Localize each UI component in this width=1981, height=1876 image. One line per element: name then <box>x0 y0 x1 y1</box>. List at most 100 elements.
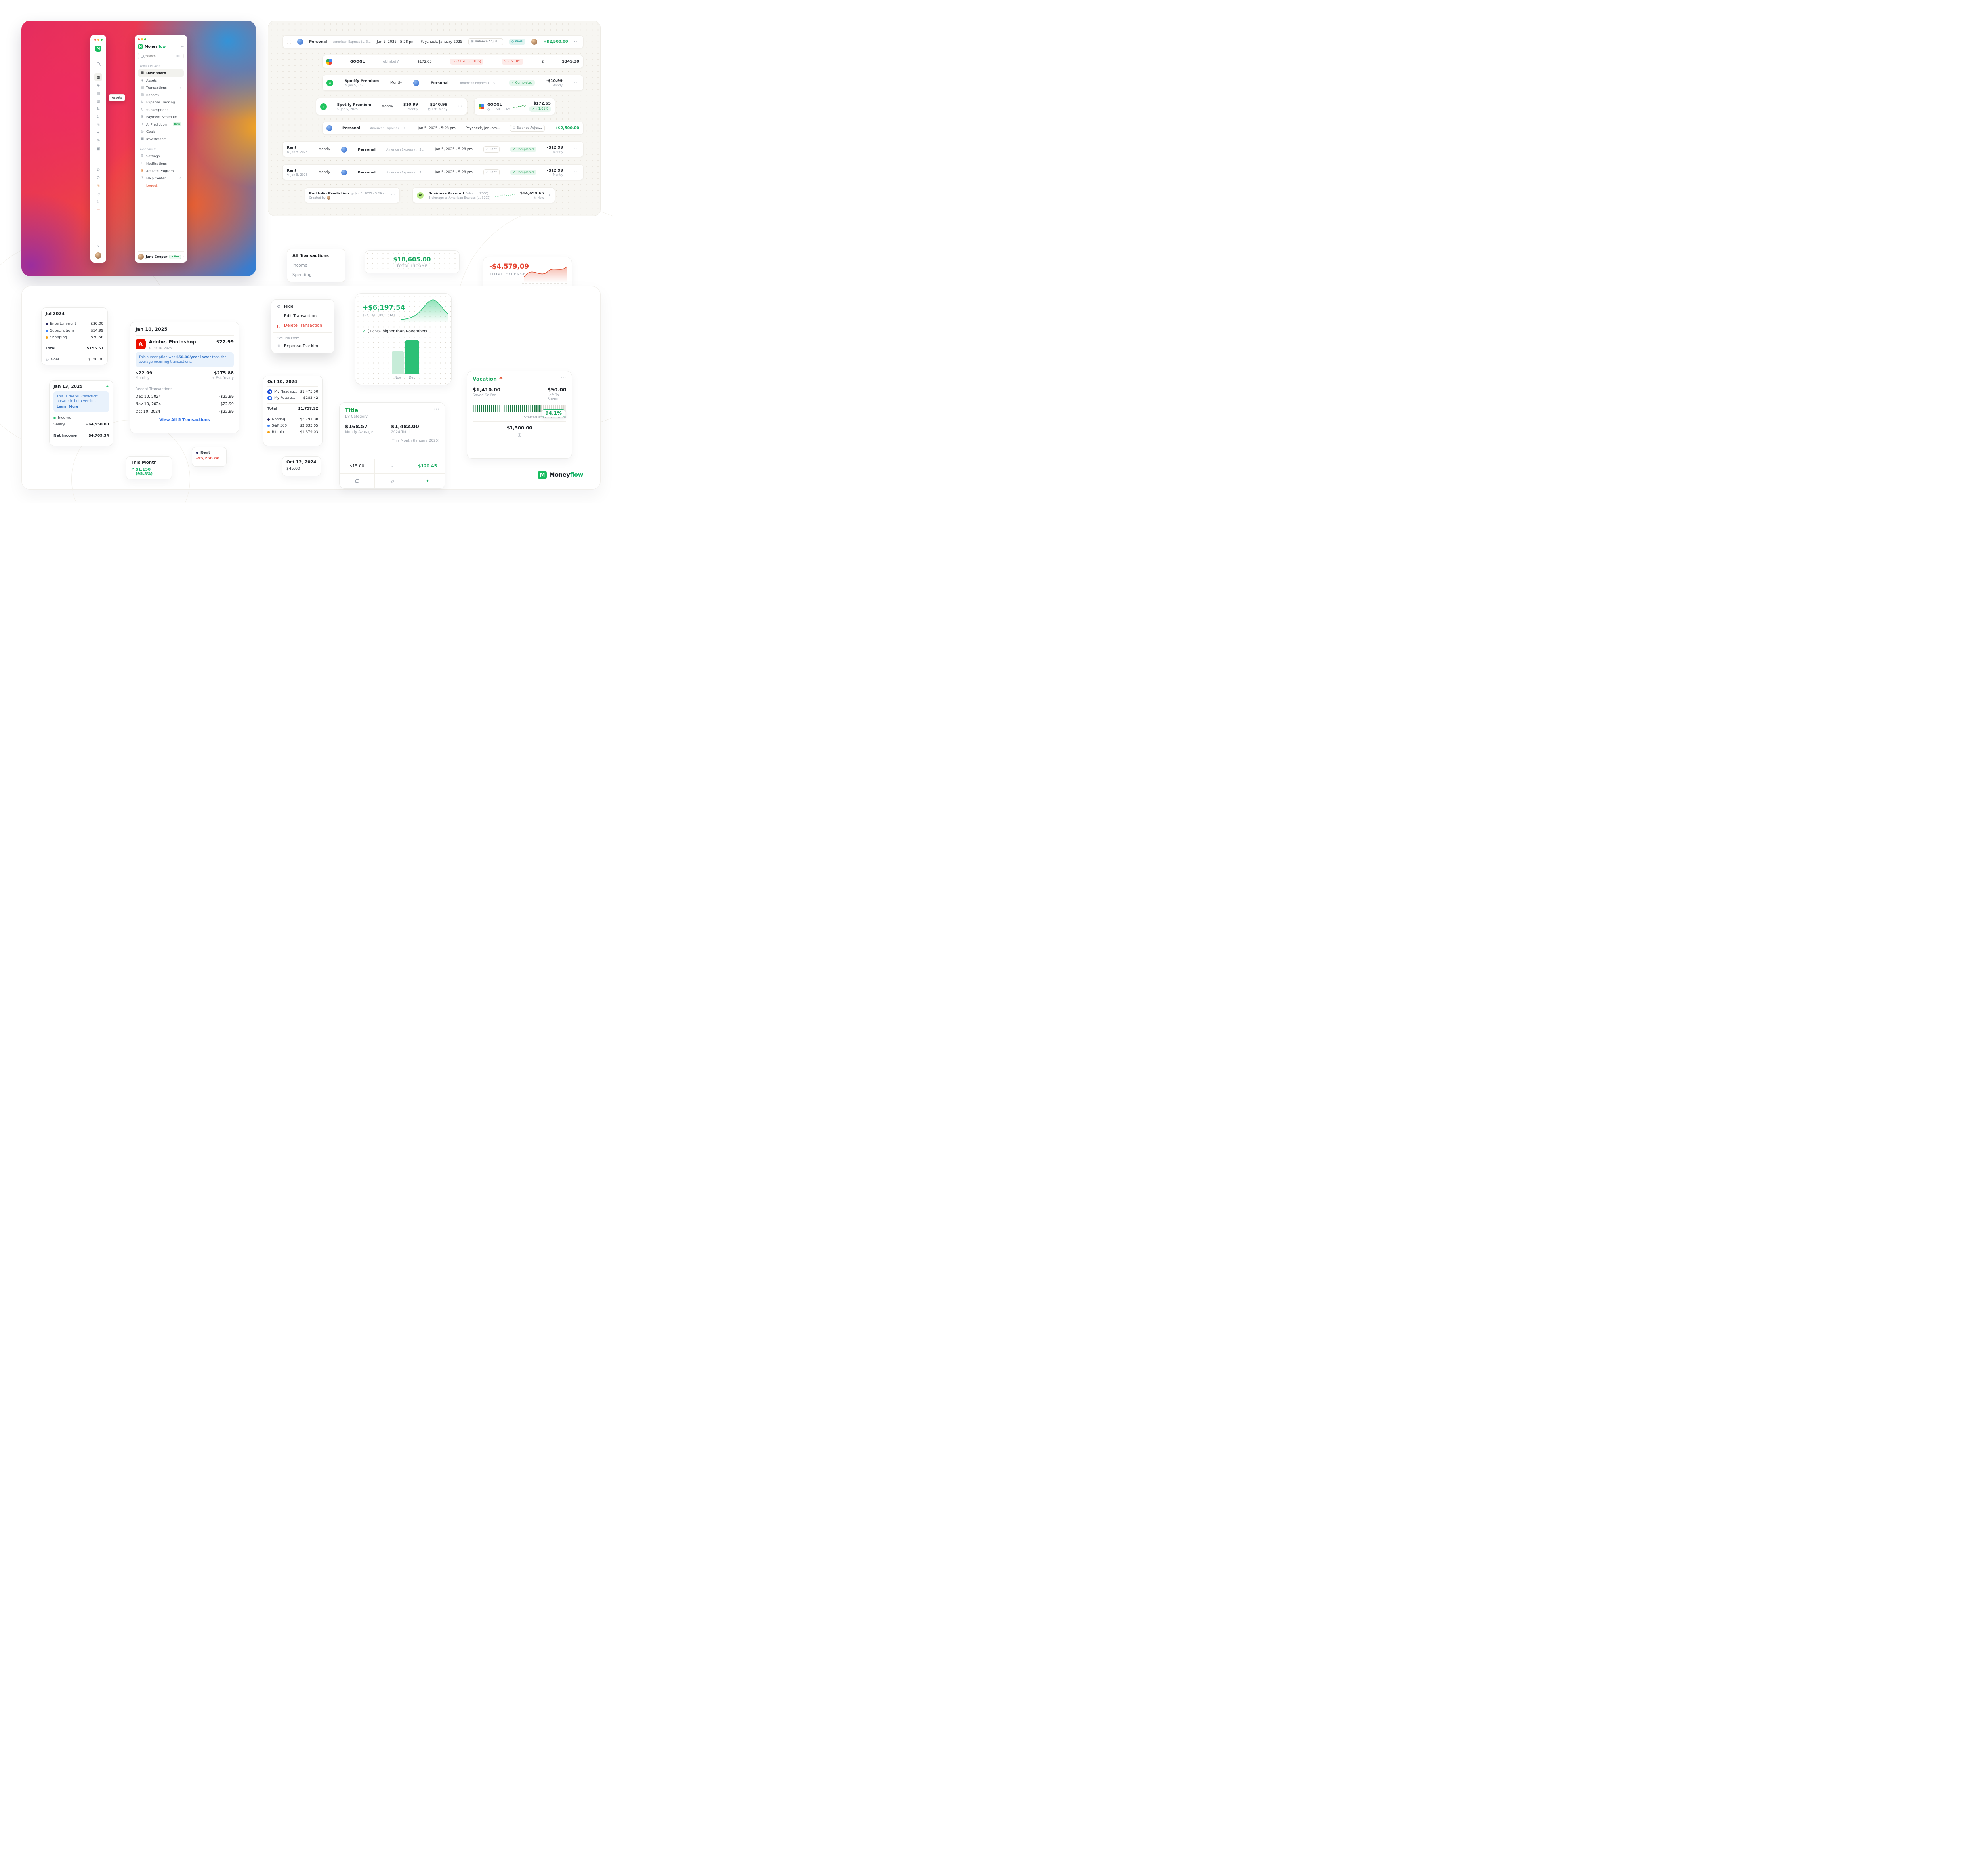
sidebar-item-label: Help Center <box>146 176 166 180</box>
transaction-row[interactable]: Personal American Express (... 3... Jan … <box>322 122 584 135</box>
rent-row[interactable]: Rent ↻ Jan 5, 2025 Montly Personal Americ… <box>282 141 584 157</box>
learn-more-link[interactable]: Learn More <box>57 405 78 409</box>
window-controls[interactable] <box>138 38 184 40</box>
sidebar-item-settings[interactable]: ⚙ Settings <box>138 153 184 160</box>
sidebar-item-investments[interactable]: ▣ Investments <box>138 135 184 143</box>
more-button[interactable]: ··· <box>574 81 579 85</box>
summary-grid: $15.00 - $120.45 ◎ ✦ <box>340 459 445 488</box>
view-all-link[interactable]: View All 5 Transactions <box>159 418 210 423</box>
goals-icon[interactable]: ◎ <box>96 138 100 143</box>
sidebar-item-notifications[interactable]: Ω Notifications <box>138 160 184 168</box>
row-checkbox[interactable] <box>287 40 291 44</box>
calendar-icon: ⊞ <box>445 196 448 200</box>
close-button[interactable] <box>94 39 96 41</box>
more-button[interactable]: ··· <box>574 147 579 151</box>
clock-icon[interactable]: ◷ <box>96 191 100 196</box>
sidebar-item-help-center[interactable]: ? Help Center ↗ <box>138 175 184 182</box>
sidebar-item-payment-schedule[interactable]: ⊞ Payment Schedule <box>138 113 184 121</box>
sidebar-item-assets[interactable]: ◈ Assets <box>138 77 184 84</box>
when-label: Now <box>537 196 544 200</box>
tx-date: Oct 10, 2024 <box>136 410 160 414</box>
stock-mini-card[interactable]: GOOGL ◷ 11:50:13 AM $172.65 ↗ +1.01% <box>474 98 555 115</box>
goal-button[interactable]: ◎ <box>375 474 410 488</box>
sidebar-item-expense-tracking[interactable]: ⇅ Expense Tracking <box>138 99 184 106</box>
menu-item-expense-tracking[interactable]: ⇅ Expense Tracking <box>273 341 332 351</box>
ai-prediction-icon[interactable]: ✦ <box>97 130 100 135</box>
calendar-icon: ⊞ <box>513 126 515 130</box>
close-button[interactable] <box>138 38 140 40</box>
minimize-button[interactable] <box>97 39 99 41</box>
moon-icon[interactable]: ☾ <box>96 199 100 204</box>
payment-schedule-icon[interactable]: ⊞ <box>97 122 100 127</box>
more-button[interactable]: ··· <box>391 193 396 197</box>
menu-item-delete[interactable]: Delete Transaction <box>273 321 332 330</box>
work-tag[interactable]: ◇ Work <box>509 39 526 45</box>
zoom-button[interactable] <box>144 38 146 40</box>
transaction-row[interactable]: Personal American Express (... 3... Jan … <box>282 35 584 48</box>
balance-adjust-badge[interactable]: ⊞ Balance Adjus... <box>468 38 503 45</box>
search-input[interactable] <box>145 54 168 58</box>
rent-dot <box>196 451 198 454</box>
collapse-sidebar-icon[interactable]: ⇤ <box>181 45 184 48</box>
avatar[interactable] <box>95 252 101 259</box>
chevron-right-icon[interactable]: › <box>549 193 551 197</box>
gift-icon[interactable]: ⊞ <box>97 183 100 188</box>
dashboard-icon[interactable]: ▦ <box>94 73 102 81</box>
tooltip: Assets <box>109 94 126 101</box>
label-nov: Nov <box>394 376 401 380</box>
more-button[interactable]: ··· <box>574 170 579 174</box>
progress-filled <box>473 405 541 412</box>
sidebar-item-logout[interactable]: → Logout <box>138 182 184 189</box>
stock-row[interactable]: GOOGL Alphabet A $172.65 ↘ -$1.78 (-1.01%… <box>322 55 584 68</box>
menu-item-hide[interactable]: ⊘ Hide <box>273 302 332 311</box>
category-badge[interactable]: ⌂ Rent <box>483 169 500 176</box>
subscription-row[interactable]: ≋ Spotify Premium ↻ Jan 5, 2025 Montly Pe… <box>322 75 584 91</box>
filter-all-transactions[interactable]: All Transactions <box>292 254 329 258</box>
more-button[interactable]: ··· <box>561 376 566 380</box>
sidebar-item-goals[interactable]: ◎ Goals <box>138 128 184 135</box>
business-account-card[interactable]: w Business Account Wise (... 2500) Broke… <box>412 187 555 203</box>
chart-icon[interactable]: ∿ <box>96 244 100 248</box>
quote-time: ◷ 11:50:13 AM <box>487 107 510 111</box>
menu-item-edit[interactable]: Edit Transaction <box>273 311 332 321</box>
user-menu[interactable]: Jane Cooper ✦ Pro › <box>138 251 184 260</box>
sidebar-item-subscriptions[interactable]: ↻ Subscriptions <box>138 106 184 114</box>
subscription-date: ↻ Jan 5, 2025 <box>337 107 372 111</box>
minimize-button[interactable] <box>141 38 143 40</box>
ai-button[interactable]: ✦ <box>410 474 445 488</box>
portfolio-prediction-card[interactable]: Portfolio Prediction ◷ Jan 5, 2025 - 5:29… <box>305 187 400 203</box>
gear-icon[interactable]: ⚙ <box>96 168 100 172</box>
more-button[interactable]: ··· <box>574 40 579 44</box>
category-badge[interactable]: ⌂ Rent <box>483 146 500 153</box>
copy-button[interactable] <box>340 474 375 488</box>
investments-icon[interactable]: ▣ <box>96 146 100 151</box>
legend-row: S&P 500 $2,833.05 <box>267 423 318 429</box>
rent-row[interactable]: Rent ↻ Jan 5, 2025 Montly Personal Americ… <box>282 164 584 180</box>
sidebar-item-dashboard[interactable]: ▦ Dashboard <box>138 69 184 77</box>
zoom-button[interactable] <box>100 39 103 41</box>
bell-icon[interactable]: Ω <box>97 175 100 180</box>
window-controls[interactable] <box>94 39 103 41</box>
subscriptions-icon[interactable]: ↻ <box>97 114 100 119</box>
sidebar-item-ai-prediction[interactable]: ✦ AI Prediction Beta <box>138 121 184 128</box>
transactions-icon[interactable]: ▤ <box>96 91 100 95</box>
filter-spending[interactable]: Spending <box>292 273 312 277</box>
tx-date: Nov 10, 2024 <box>136 402 161 407</box>
ai-prediction-card: Jan 13, 2025 ✦ This is the 'AI Prediction… <box>49 380 113 446</box>
sidebar-item-affiliate-program[interactable]: ⊞ Affiliate Program <box>138 167 184 175</box>
more-button[interactable]: ··· <box>434 408 439 412</box>
more-button[interactable]: ··· <box>457 105 463 109</box>
assets-icon[interactable]: ◈ <box>97 83 100 88</box>
filter-income[interactable]: Income <box>292 263 307 268</box>
sidebar-item-reports[interactable]: ▥ Reports <box>138 92 184 99</box>
balance-adjust-badge[interactable]: ⊞ Balance Adjus... <box>510 125 545 132</box>
total-label: 2024 Total <box>391 430 410 434</box>
reports-icon[interactable]: ▥ <box>96 99 100 103</box>
subscription-card[interactable]: ≋ Spotify Premium ↻ Jan 5, 2025 Montly $1… <box>316 98 467 115</box>
expense-tracking-icon[interactable]: ⇅ <box>97 107 100 111</box>
avatar <box>138 254 144 260</box>
sidebar-item-transactions[interactable]: ▤ Transactions › <box>138 84 184 92</box>
search-icon[interactable] <box>97 62 100 65</box>
search-box[interactable]: ⌘ F <box>138 53 184 59</box>
logout-icon[interactable]: → <box>97 207 100 212</box>
